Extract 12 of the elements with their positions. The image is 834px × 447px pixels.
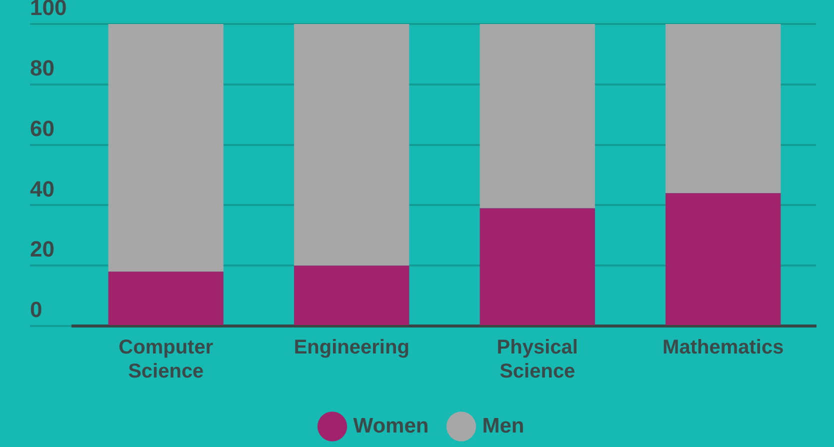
x-tick-label: Physical Science [496,336,578,383]
x-tick-label: Computer Science [118,336,214,383]
legend-label: Men [482,414,524,438]
y-tick-label: 0 [30,297,42,322]
legend-label: Women [353,414,429,438]
y-tick-label: 40 [30,176,54,202]
y-tick-label: 20 [30,236,54,262]
x-tick-label: Mathematics [662,336,784,359]
x-tick-label: Engineering [294,336,410,359]
y-tick-label: 80 [30,55,54,80]
y-tick-label: 60 [30,116,54,141]
y-tick-label: 100 [30,0,67,20]
